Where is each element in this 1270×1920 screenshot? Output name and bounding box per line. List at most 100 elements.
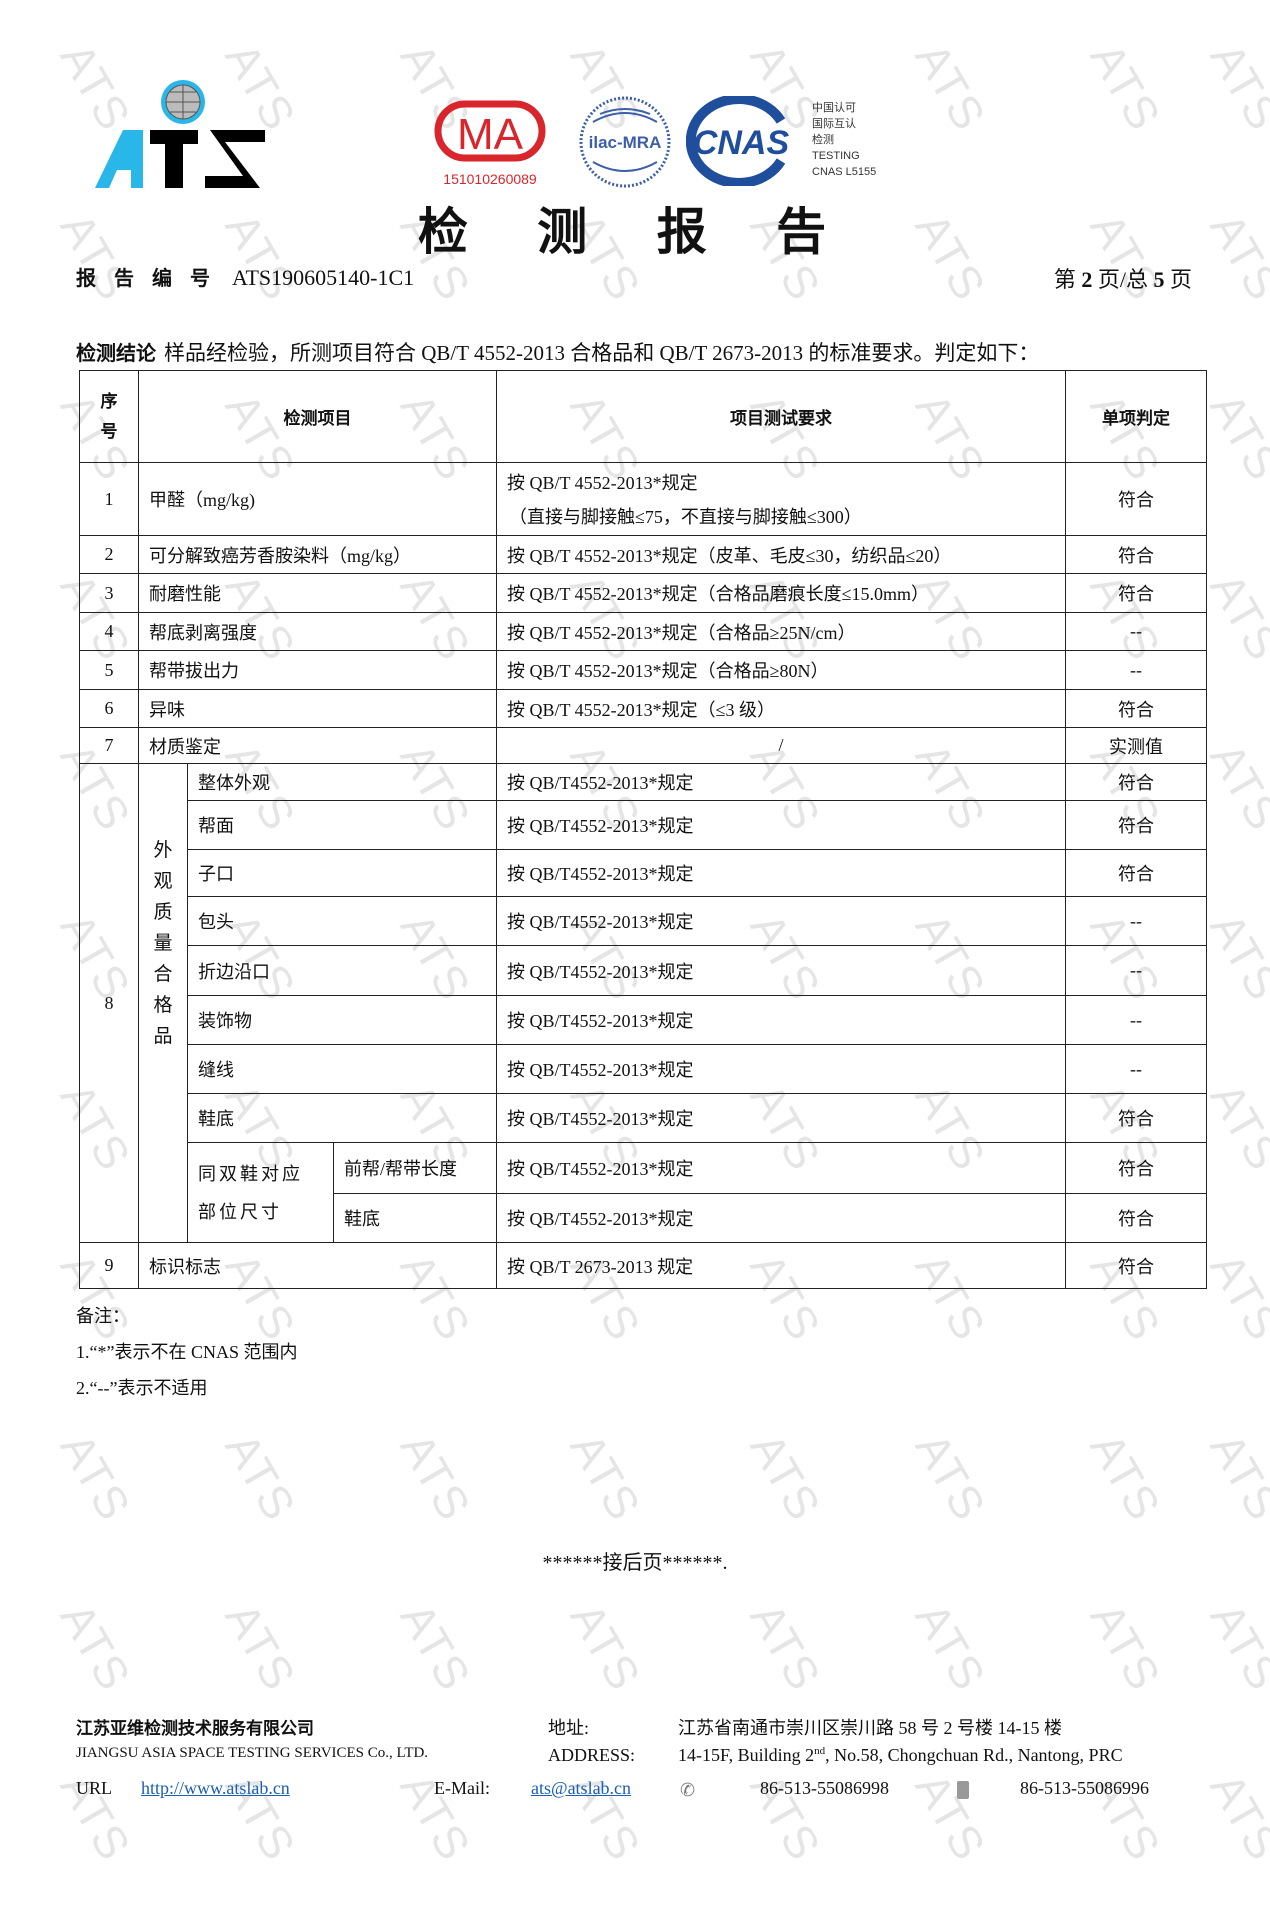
- ats-watermark: ATS: [215, 1424, 307, 1530]
- note-item: 1.“*”表示不在 CNAS 范围内: [76, 1342, 298, 1362]
- table-row: 1 甲醛（mg/kg) 按 QB/T 4552-2013*规定 （直接与脚接触≤7…: [79, 462, 1207, 536]
- row-item: 耐磨性能: [138, 573, 497, 613]
- row-item: 缝线: [187, 1044, 497, 1094]
- table-row: 鞋底 按 QB/T4552-2013*规定 符合: [80, 1093, 1207, 1143]
- row-requirement: 按 QB/T 4552-2013*规定（合格品≥25N/cm）: [496, 612, 1066, 651]
- size-group-label: 同双鞋对应部位尺寸: [187, 1142, 334, 1243]
- ats-watermark: ATS: [1200, 34, 1270, 140]
- fax-icon: [957, 1781, 969, 1799]
- row-no: 3: [79, 573, 139, 613]
- row-no: 6: [79, 689, 139, 728]
- row-no: 4: [79, 612, 139, 651]
- row-item: 子口: [187, 849, 497, 897]
- ats-watermark: ATS: [905, 34, 997, 140]
- row-result: --: [1065, 945, 1207, 996]
- row-result: 符合: [1065, 573, 1207, 613]
- company-name-en: JIANGSU ASIA SPACE TESTING SERVICES Co.,…: [76, 1745, 429, 1761]
- row-result: 符合: [1065, 462, 1207, 536]
- phone-icon: ✆: [680, 1780, 696, 1800]
- row-item: 帮面: [187, 800, 497, 850]
- total-pages: 5: [1153, 267, 1165, 292]
- ats-watermark: ATS: [1080, 1594, 1172, 1700]
- fax-number: 86-513-55086996: [1020, 1778, 1149, 1798]
- row-item: 前帮/帮带长度: [333, 1142, 497, 1194]
- email-label: E-Mail:: [434, 1778, 490, 1798]
- header-result: 单项判定: [1065, 370, 1207, 463]
- row-result: 符合: [1065, 800, 1207, 850]
- table-row: 子口 按 QB/T4552-2013*规定 符合: [80, 849, 1207, 897]
- cma-logo: MA 151010260089: [430, 96, 550, 196]
- header-requirement: 项目测试要求: [496, 370, 1066, 463]
- ats-watermark: ATS: [560, 1594, 652, 1700]
- table-row: 8 外观质量合格品整体外观 按 QB/T4552-2013*规定 符合: [79, 763, 1207, 1243]
- website-link[interactable]: http://www.atslab.cn: [141, 1778, 290, 1798]
- address-label-cn: 地址:: [548, 1718, 590, 1738]
- current-page: 2: [1081, 267, 1093, 292]
- ats-watermark: ATS: [1200, 1244, 1270, 1350]
- ats-watermark: ATS: [905, 1424, 997, 1530]
- ats-watermark: ATS: [1200, 1764, 1270, 1870]
- note-item: 2.“--”表示不适用: [76, 1378, 208, 1398]
- page-prefix: 第: [1053, 267, 1082, 292]
- url-label: URL: [76, 1778, 112, 1798]
- row-requirement: 按 QB/T4552-2013*规定: [496, 1142, 1066, 1194]
- email-link[interactable]: ats@atslab.cn: [531, 1778, 632, 1798]
- row-result: 符合: [1065, 1242, 1207, 1289]
- row-result: 符合: [1065, 1093, 1207, 1143]
- row-requirement: 按 QB/T 4552-2013*规定（合格品磨痕长度≤15.0mm）: [496, 573, 1066, 613]
- row-item: 整体外观: [187, 763, 497, 801]
- page-middle: 页/总: [1092, 267, 1154, 292]
- row-requirement: 按 QB/T4552-2013*规定: [496, 763, 1066, 801]
- page-suffix: 页: [1164, 267, 1192, 292]
- ats-watermark: ATS: [740, 1594, 832, 1700]
- table-row: 6 异味 按 QB/T 4552-2013*规定（≤3 级） 符合: [79, 689, 1207, 728]
- svg-text:ilac-MRA: ilac-MRA: [589, 133, 662, 152]
- row-result: --: [1065, 612, 1207, 651]
- row-no: 8: [79, 763, 139, 1243]
- row-item: 帮底剥离强度: [138, 612, 497, 651]
- conclusion: 检测结论 样品经检验，所测项目符合 QB/T 4552-2013 合格品和 QB/…: [76, 337, 1039, 367]
- table-row: 3 耐磨性能 按 QB/T 4552-2013*规定（合格品磨痕长度≤15.0m…: [79, 573, 1207, 613]
- table-row: 4 帮底剥离强度 按 QB/T 4552-2013*规定（合格品≥25N/cm）…: [79, 612, 1207, 651]
- row-requirement: 按 QB/T 4552-2013*规定 （直接与脚接触≤75，不直接与脚接触≤30…: [496, 462, 1066, 536]
- row-no: 7: [79, 727, 139, 764]
- table-row: 鞋底 按 QB/T4552-2013*规定 符合: [80, 1193, 1207, 1243]
- ats-watermark: ATS: [1200, 384, 1270, 490]
- ats-watermark: ATS: [560, 1424, 652, 1530]
- ats-watermark: ATS: [1080, 34, 1172, 140]
- row-result: 符合: [1065, 763, 1207, 801]
- ilac-mra-logo: ilac-MRA: [578, 92, 673, 197]
- page-indicator: 第 2 页/总 5 页: [1054, 262, 1192, 294]
- row-requirement: /: [496, 727, 1066, 764]
- table-row: 9 标识标志 按 QB/T 2673-2013 规定 符合: [79, 1242, 1207, 1289]
- header-no: 序号: [79, 370, 139, 463]
- address-en: 14-15F, Building 2nd, No.58, Chongchuan …: [678, 1745, 1123, 1765]
- ats-watermark: ATS: [50, 1424, 142, 1530]
- row-result: 符合: [1065, 849, 1207, 897]
- row-no: 2: [79, 535, 139, 574]
- table-row: 7 材质鉴定 / 实测值: [79, 727, 1207, 764]
- table-row: 缝线 按 QB/T4552-2013*规定 --: [80, 1044, 1207, 1094]
- report-title: 检 测 报 告: [417, 203, 853, 261]
- row-result: 符合: [1065, 535, 1207, 574]
- ats-logo: [95, 80, 265, 188]
- svg-text:CNAS: CNAS: [693, 124, 790, 162]
- group-label: 外观质量合格品: [138, 763, 188, 1243]
- report-number-label: 报告编号: [76, 266, 228, 290]
- ats-watermark: ATS: [1200, 1594, 1270, 1700]
- row-item: 材质鉴定: [138, 727, 497, 764]
- table-header-row: 序号 检测项目 项目测试要求 单项判定: [79, 370, 1207, 463]
- row-result: 符合: [1065, 1193, 1207, 1243]
- row-item: 包头: [187, 896, 497, 946]
- report-number-value: ATS190605140-1C1: [232, 265, 415, 290]
- row-result: 符合: [1065, 689, 1207, 728]
- row-item: 标识标志: [138, 1242, 497, 1289]
- report-number: 报告编号 ATS190605140-1C1: [76, 262, 414, 291]
- address-cn: 江苏省南通市崇川区崇川路 58 号 2 号楼 14-15 楼: [678, 1718, 1062, 1738]
- ats-watermark: ATS: [390, 1424, 482, 1530]
- row-requirement: 按 QB/T4552-2013*规定: [496, 1193, 1066, 1243]
- row-result: --: [1065, 896, 1207, 946]
- notes: 备注： 1.“*”表示不在 CNAS 范围内 2.“--”表示不适用: [76, 1298, 298, 1406]
- ats-watermark: ATS: [1200, 1424, 1270, 1530]
